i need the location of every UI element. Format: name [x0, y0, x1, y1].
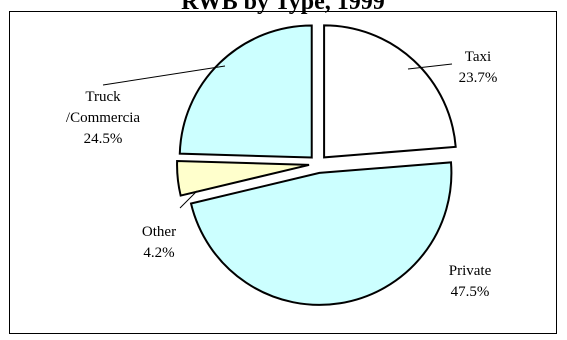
labels-layer: Taxi 23.7% Private 47.5% Other 4.2% Truck/Comm…: [66, 49, 497, 300]
slice-label-3: Truck/Commercia 24.5%: [66, 89, 140, 147]
slice-label-0: Taxi 23.7%: [459, 49, 498, 86]
slice-category-label: Private: [449, 263, 492, 279]
leader-line-0: [407, 63, 453, 70]
pie-slice-truck-commercia: [178, 24, 313, 159]
pie-slice-taxi: [323, 24, 457, 159]
leader-line-2: [179, 190, 198, 209]
chart-title: RWB by Type, 1999: [181, 0, 385, 15]
slice-category-label: /Commercia: [66, 110, 140, 126]
slices-layer: [176, 24, 457, 306]
leaders-layer: [102, 63, 453, 209]
slice-value-label: 24.5%: [84, 131, 123, 147]
slice-category-label: Truck: [85, 89, 121, 105]
slice-label-2: Other 4.2%: [142, 224, 176, 261]
slice-category-label: Taxi: [465, 49, 491, 65]
leader-line-3: [102, 65, 226, 86]
title-backdrop: [140, 0, 430, 10]
slice-value-label: 47.5%: [451, 284, 490, 300]
slice-category-label: Other: [142, 224, 176, 240]
slice-label-1: Private 47.5%: [449, 263, 492, 300]
pie-slice-private: [189, 161, 453, 306]
slice-value-label: 4.2%: [143, 245, 174, 261]
slice-value-label: 23.7%: [459, 70, 498, 86]
pie-slice-other: [176, 159, 310, 197]
